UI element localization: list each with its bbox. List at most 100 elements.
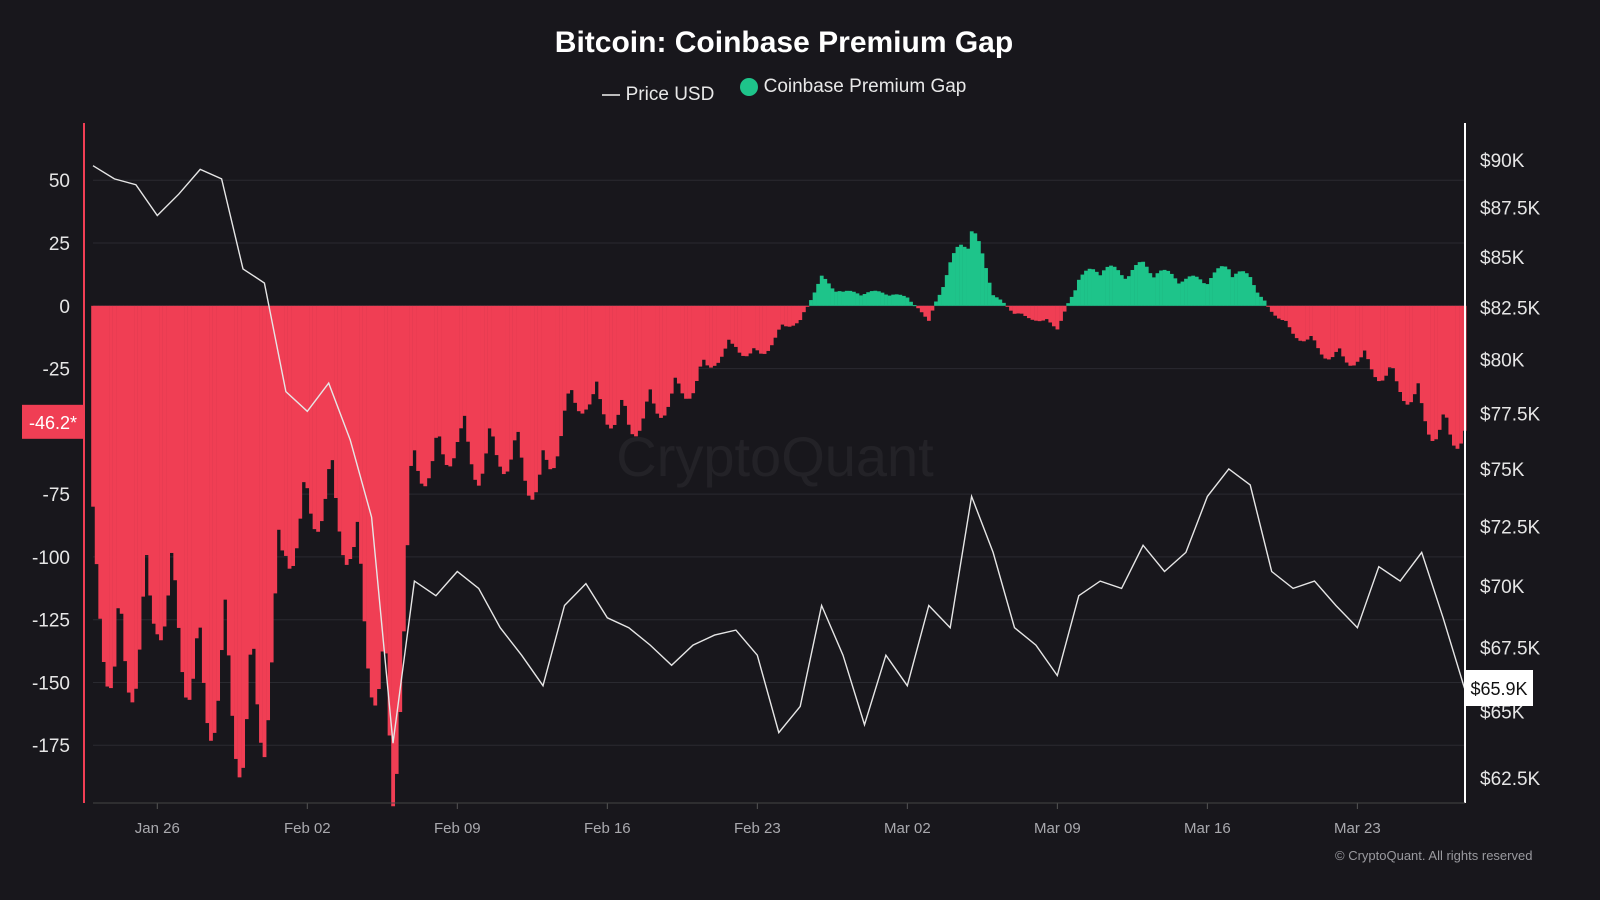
premium-bar — [1323, 305, 1328, 359]
y-right-tick-label: $70K — [1480, 577, 1525, 598]
premium-bar — [819, 275, 824, 306]
premium-bar — [455, 305, 460, 443]
premium-bar — [984, 268, 988, 306]
premium-bar — [905, 297, 910, 306]
premium-bar — [1276, 305, 1281, 319]
premium-bar — [1387, 305, 1392, 368]
premium-bar — [1026, 305, 1031, 319]
premium-bar — [559, 305, 563, 437]
premium-bar — [894, 294, 899, 306]
premium-bar — [219, 305, 224, 651]
premium-bar — [823, 278, 828, 306]
premium-bar — [987, 282, 992, 306]
premium-bar — [555, 305, 560, 457]
premium-bar — [941, 287, 946, 306]
premium-bar — [1369, 305, 1374, 370]
x-tick-label: Jan 26 — [135, 820, 180, 837]
premium-bar — [937, 294, 942, 306]
premium-bar — [1180, 281, 1185, 306]
premium-bar — [734, 305, 738, 347]
premium-bar — [1162, 269, 1167, 306]
premium-bar — [726, 305, 731, 340]
premium-bar — [91, 305, 95, 507]
premium-bar — [1405, 305, 1410, 405]
premium-bar — [1373, 305, 1378, 378]
premium-bar — [869, 291, 874, 306]
premium-bar — [880, 292, 885, 306]
premium-bar — [741, 305, 746, 356]
premium-bar — [1016, 305, 1021, 314]
premium-bar — [776, 305, 781, 330]
premium-bar — [1109, 265, 1113, 306]
premium-bar — [191, 305, 196, 679]
premium-bar — [387, 305, 392, 736]
premium-bar — [701, 305, 706, 360]
premium-bar — [398, 305, 403, 713]
premium-bar — [284, 305, 288, 556]
current-price-label: $65.9K — [1470, 679, 1527, 699]
premium-bar — [791, 305, 796, 326]
premium-bar — [541, 305, 546, 451]
premium-bar — [912, 305, 917, 307]
y-right-tick-label: $65K — [1480, 703, 1525, 724]
premium-bar — [591, 305, 596, 395]
legend-item-premium[interactable]: Coinbase Premium Gap — [739, 76, 966, 98]
premium-bar — [798, 305, 803, 321]
premium-bar — [512, 305, 517, 441]
premium-bar — [1348, 305, 1353, 366]
premium-bar — [341, 305, 346, 556]
premium-bar — [598, 305, 603, 400]
premium-bar — [269, 305, 274, 663]
premium-bar — [1037, 305, 1042, 322]
premium-bar — [1019, 305, 1024, 314]
premium-bar — [1337, 305, 1342, 349]
y-left-tick-label: -150 — [32, 673, 70, 694]
premium-bar — [916, 305, 921, 309]
premium-bar — [487, 305, 492, 429]
premium-bar — [423, 305, 428, 487]
y-right-tick-label: $72.5K — [1480, 517, 1541, 538]
premium-bar — [1023, 305, 1028, 316]
premium-bar — [1294, 305, 1299, 339]
premium-bar — [498, 305, 503, 467]
premium-bar — [830, 288, 835, 306]
premium-bar — [1262, 300, 1267, 306]
premium-bar — [612, 305, 617, 425]
premium-bar — [619, 305, 624, 400]
premium-bar — [159, 305, 163, 641]
premium-bar — [1030, 305, 1035, 320]
premium-bar — [951, 253, 956, 306]
premium-bar — [887, 295, 892, 306]
premium-bar — [1309, 305, 1313, 337]
watermark: CryptoQuant — [616, 425, 934, 488]
premium-bar — [712, 305, 717, 366]
premium-bar — [98, 305, 103, 619]
premium-bar — [116, 305, 121, 609]
premium-bar — [1234, 273, 1238, 306]
premium-bar — [1419, 305, 1424, 404]
premium-bar — [666, 305, 671, 407]
premium-bar — [623, 305, 628, 406]
premium-bar — [426, 305, 431, 479]
premium-bar — [866, 292, 871, 306]
premium-bar — [1452, 305, 1456, 446]
premium-bar — [644, 305, 649, 402]
premium-bar — [126, 305, 131, 693]
premium-bar — [1384, 305, 1388, 376]
premium-bar — [901, 295, 906, 306]
x-tick-label: Mar 16 — [1184, 820, 1231, 837]
premium-bar — [1198, 279, 1203, 306]
y-right-tick-label: $90K — [1480, 151, 1525, 172]
legend-item-price[interactable]: Price USD — [601, 84, 714, 106]
premium-bar — [1155, 273, 1160, 306]
premium-bar — [326, 305, 331, 470]
premium-bar — [1184, 278, 1188, 306]
premium-bar — [955, 246, 960, 306]
premium-bar — [1094, 271, 1099, 306]
premium-bar — [1359, 305, 1363, 358]
premium-bar — [1398, 305, 1403, 393]
y-right-tick-label: $87.5K — [1480, 199, 1541, 220]
premium-bar — [837, 291, 842, 306]
premium-bar — [651, 305, 656, 404]
